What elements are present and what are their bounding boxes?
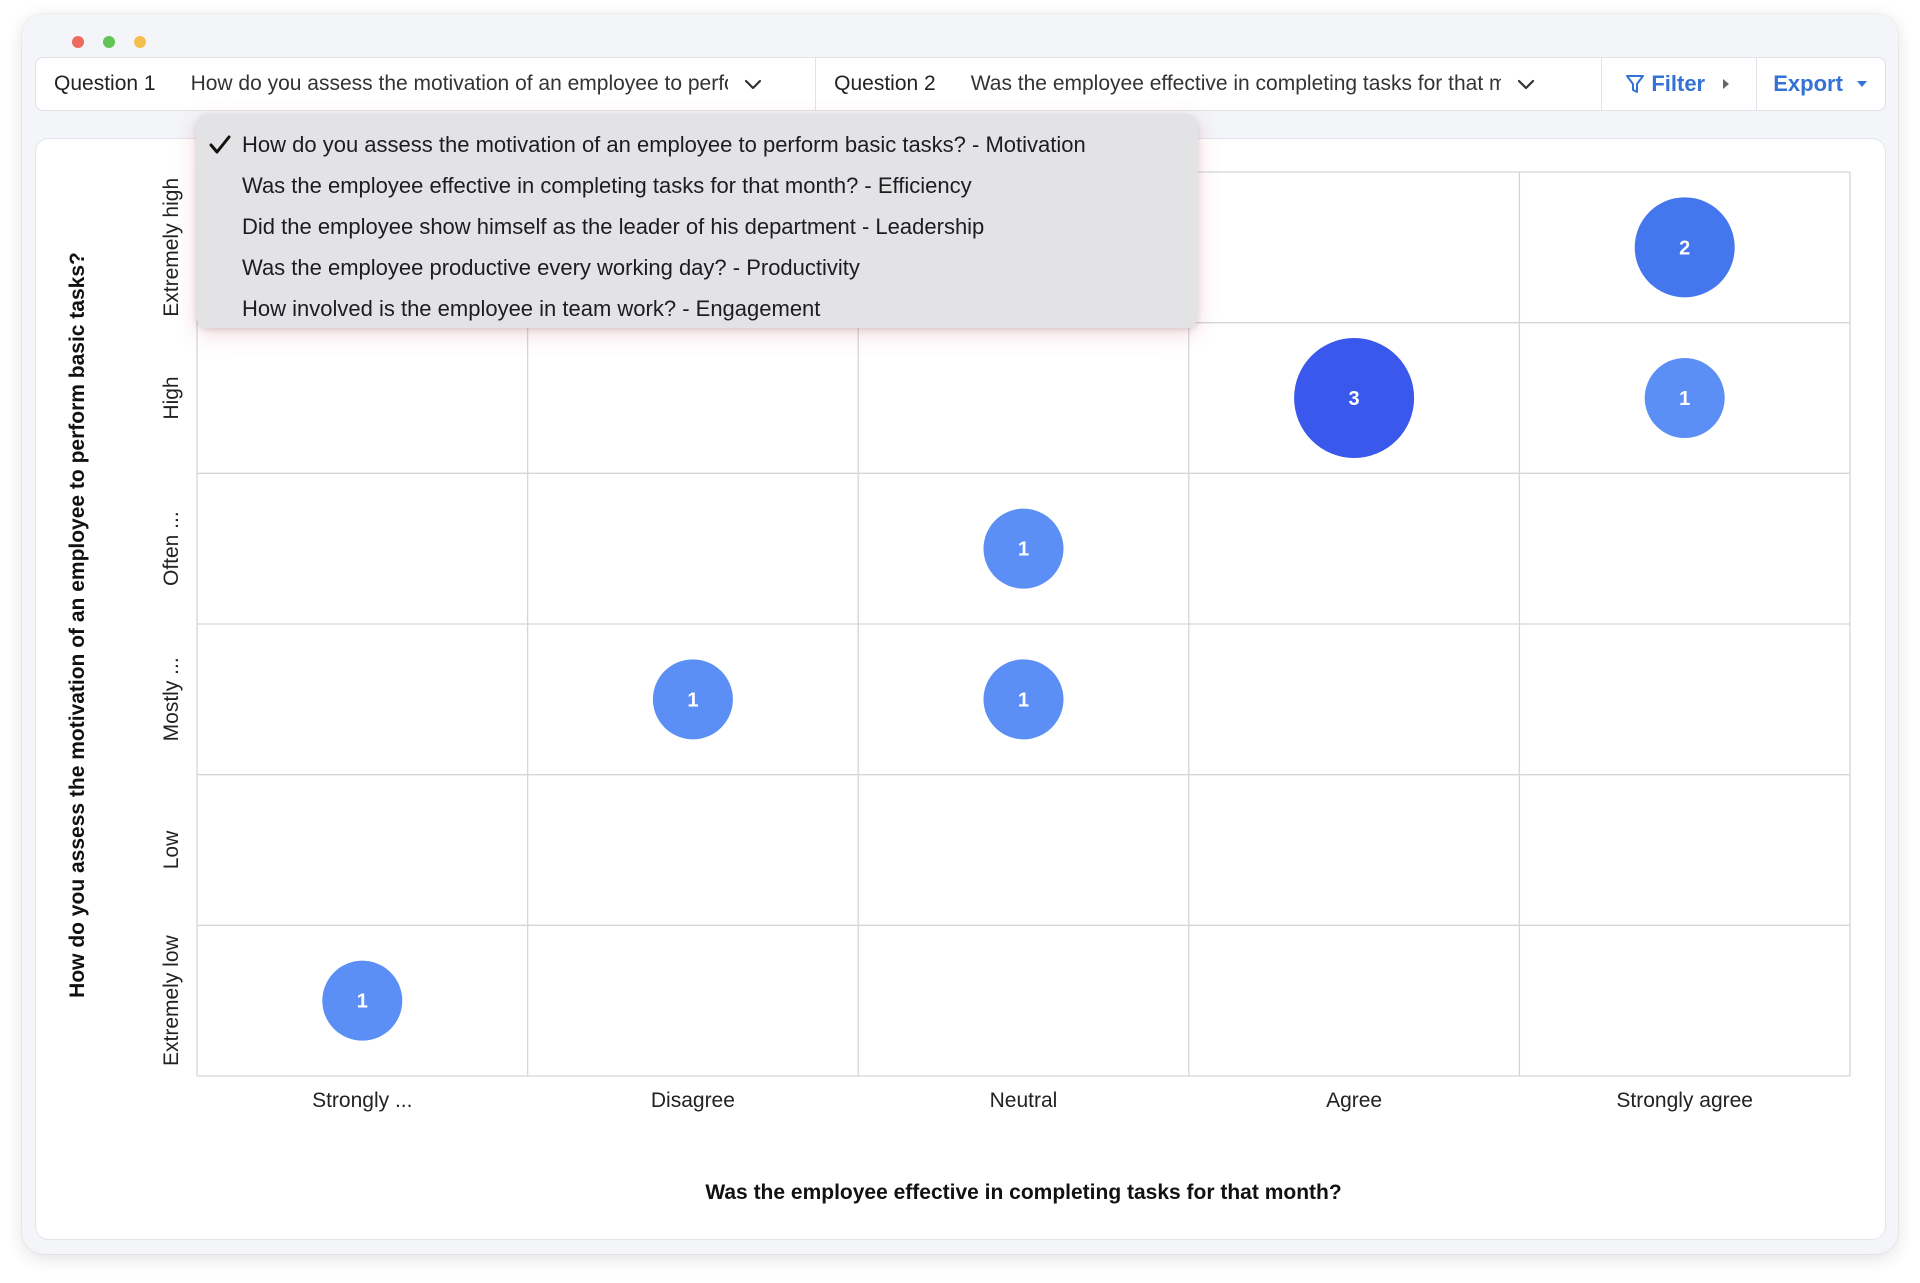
- bubble: [1634, 197, 1735, 298]
- bubble-count-label: 1: [687, 689, 698, 711]
- export-button[interactable]: Export: [1757, 58, 1885, 110]
- caret-right-icon: [1723, 79, 1730, 89]
- filter-label: Filter: [1651, 71, 1706, 96]
- question2-label: Question 2: [834, 72, 936, 95]
- dropdown-item-label: Was the employee effective in completing…: [242, 173, 972, 198]
- export-button-content[interactable]: Export: [1773, 71, 1869, 97]
- bubble-count-label: 1: [1018, 539, 1029, 561]
- dropdown-item-label: Did the employee show himself as the lea…: [242, 214, 985, 239]
- bubble: [983, 508, 1064, 589]
- filter-button[interactable]: Filter: [1602, 58, 1758, 110]
- dropdown-item-label: How do you assess the motivation of an e…: [242, 132, 1086, 157]
- chevron-down-icon[interactable]: [1515, 73, 1537, 95]
- x-tick-label: Agree: [1326, 1089, 1382, 1112]
- y-tick-label: High: [160, 376, 183, 419]
- y-tick-label: Often ...: [160, 511, 183, 586]
- x-tick-label: Strongly agree: [1616, 1089, 1753, 1112]
- dropdown-item-label: Was the employee productive every workin…: [242, 255, 860, 280]
- bubble: [1294, 338, 1415, 458]
- bubble-count-label: 1: [1018, 689, 1029, 711]
- y-tick-label: Extremely high: [160, 178, 183, 317]
- bubble-count-label: 2: [1679, 237, 1690, 259]
- chevron-down-icon[interactable]: [742, 73, 764, 95]
- question1-value[interactable]: How do you assess the motivation of an e…: [190, 72, 728, 95]
- y-tick-label: Low: [160, 830, 183, 869]
- y-tick-label: Extremely low: [160, 934, 183, 1066]
- bubble-count-label: 3: [1349, 388, 1360, 410]
- maximize-window-button[interactable]: [103, 36, 115, 48]
- x-tick-label: Neutral: [990, 1089, 1058, 1112]
- minimize-window-button[interactable]: [134, 36, 146, 48]
- question2-selector[interactable]: Question 2 Was the employee effective in…: [816, 58, 1603, 110]
- dropdown-item[interactable]: How involved is the employee in team wor…: [196, 288, 1198, 329]
- bubble-count-label: 1: [1679, 388, 1690, 410]
- x-tick-label: Disagree: [651, 1089, 735, 1112]
- question2-value[interactable]: Was the employee effective in completing…: [970, 72, 1501, 95]
- dropdown-item[interactable]: Was the employee productive every workin…: [196, 247, 1198, 288]
- x-tick-label: Strongly ...: [312, 1089, 412, 1112]
- window-controls: [72, 36, 146, 48]
- filter-button-content[interactable]: Filter: [1625, 71, 1733, 97]
- y-axis-title: How do you assess the motivation of an e…: [66, 252, 89, 998]
- bubble: [983, 659, 1064, 740]
- bubble: [652, 659, 733, 740]
- question1-dropdown-menu: How do you assess the motivation of an e…: [196, 114, 1198, 328]
- bubble: [1644, 358, 1725, 438]
- dropdown-item[interactable]: How do you assess the motivation of an e…: [196, 124, 1198, 165]
- question1-selector[interactable]: Question 1 How do you assess the motivat…: [36, 58, 817, 110]
- question1-label: Question 1: [54, 72, 156, 95]
- dropdown-item[interactable]: Was the employee effective in completing…: [196, 165, 1198, 206]
- close-window-button[interactable]: [72, 36, 84, 48]
- y-tick-label: Mostly ...: [160, 657, 183, 741]
- export-label: Export: [1773, 71, 1843, 96]
- bubble-count-label: 1: [357, 991, 368, 1013]
- x-axis-title: Was the employee effective in completing…: [705, 1181, 1341, 1204]
- caret-down-icon: [1856, 81, 1867, 87]
- question-toolbar: Question 1 How do you assess the motivat…: [35, 57, 1886, 111]
- filter-icon: [1626, 75, 1645, 93]
- bubble: [322, 960, 403, 1041]
- dropdown-item-label: How involved is the employee in team wor…: [242, 296, 821, 321]
- checkmark-icon: [209, 135, 231, 154]
- dropdown-item[interactable]: Did the employee show himself as the lea…: [196, 206, 1198, 247]
